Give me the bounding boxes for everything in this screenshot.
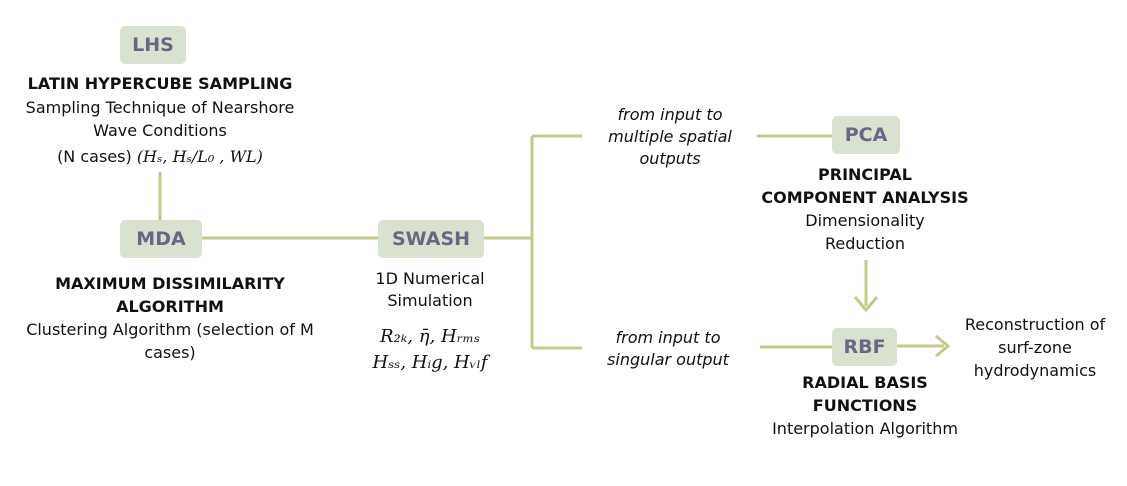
lhs-description-line2: Wave Conditions xyxy=(93,121,227,140)
rbf-node: RBF xyxy=(832,328,897,366)
result-line2: surf-zone xyxy=(998,338,1072,357)
swash-description-line1: 1D Numerical xyxy=(375,269,485,288)
mda-title-line2: ALGORITHM xyxy=(116,297,224,316)
lhs-node: LHS xyxy=(120,26,186,64)
pca-description-line2: Reduction xyxy=(825,234,905,253)
rbf-title-line1: RADIAL BASIS xyxy=(802,373,928,392)
branch-top-label-line3: outputs xyxy=(639,149,701,168)
lhs-parameters: (N cases) (Hₛ, Hₛ/L₀ , WL) xyxy=(0,146,320,168)
result-line3: hydrodynamics xyxy=(973,361,1097,380)
branch-top-label-line1: from input to xyxy=(617,105,723,124)
pca-rbf-arrowhead xyxy=(853,296,879,313)
branch-bottom-label-line2: singular output xyxy=(607,350,729,369)
lhs-cases: (N cases) xyxy=(57,147,132,166)
branch-bottom-label-line1: from input to xyxy=(615,328,721,347)
mda-title-line1: MAXIMUM DISSIMILARITY xyxy=(55,274,285,293)
swash-node: SWASH xyxy=(378,220,484,258)
lhs-variables: (Hₛ, Hₛ/L₀ , WL) xyxy=(136,147,263,166)
rbf-result-arrowhead xyxy=(935,334,951,358)
mda-description-line1: Clustering Algorithm (selection of M xyxy=(26,320,314,339)
pca-node: PCA xyxy=(832,116,900,154)
lhs-title: LATIN HYPERCUBE SAMPLING xyxy=(27,74,293,93)
swash-outputs-line2: Hₛₛ, Hᵢg, Hᵥₗf xyxy=(372,352,488,373)
mda-description-line2: cases) xyxy=(144,343,196,362)
pca-title-line2: COMPONENT ANALYSIS xyxy=(761,188,969,207)
mda-node: MDA xyxy=(120,220,202,258)
lhs-description-line1: Sampling Technique of Nearshore xyxy=(25,98,295,117)
pca-description-line1: Dimensionality xyxy=(805,211,925,230)
branch-top-label-line2: multiple spatial xyxy=(608,127,732,146)
result-line1: Reconstruction of xyxy=(964,315,1106,334)
swash-outputs-line1: R₂ₖ, η̄, Hᵣₘₛ xyxy=(379,326,481,347)
swash-description-line2: Simulation xyxy=(387,291,473,310)
rbf-description: Interpolation Algorithm xyxy=(772,419,958,438)
pca-title-line1: PRINCIPAL xyxy=(818,165,912,184)
rbf-title-line2: FUNCTIONS xyxy=(812,396,918,415)
